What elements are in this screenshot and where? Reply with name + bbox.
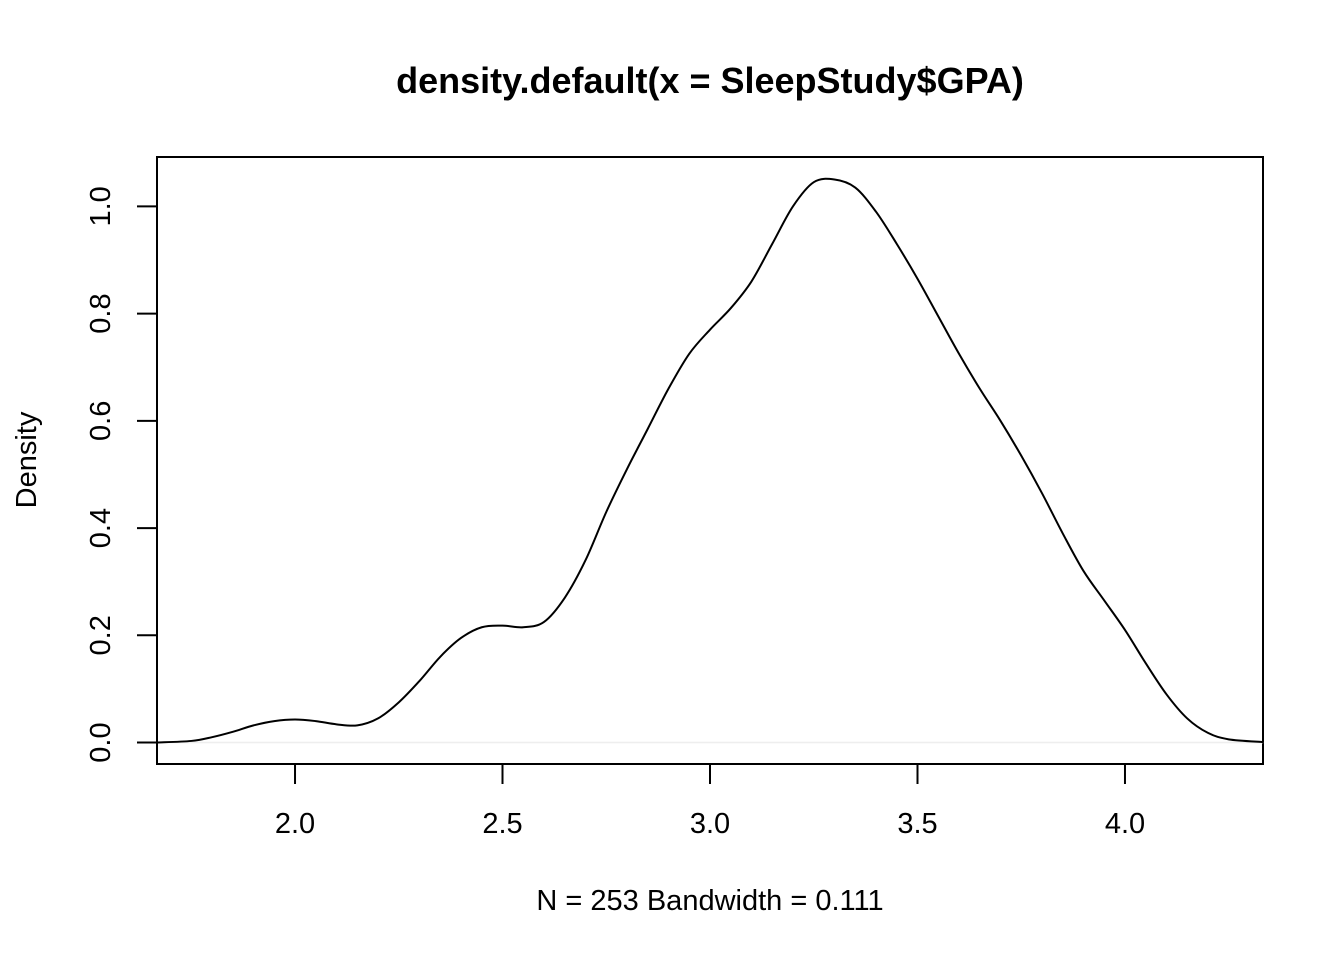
y-tick-label: 0.4 — [85, 508, 117, 548]
y-axis: 0.0 0.2 0.4 0.6 0.8 1.0 — [85, 186, 158, 763]
chart-title: density.default(x = SleepStudy$GPA) — [396, 60, 1024, 101]
plot-frame — [156, 156, 1264, 765]
x-tick-label: 3.0 — [690, 808, 730, 840]
x-tick-label: 3.5 — [897, 808, 937, 840]
y-tick-label: 0.2 — [85, 615, 117, 655]
y-tick-label: 0.6 — [85, 401, 117, 441]
x-axis: 2.0 2.5 3.0 3.5 4.0 — [275, 763, 1145, 840]
x-tick-label: 2.5 — [482, 808, 522, 840]
density-curve — [156, 177, 1264, 744]
x-tick-label: 4.0 — [1105, 808, 1145, 840]
y-tick-label: 0.0 — [85, 722, 117, 762]
x-axis-label: N = 253 Bandwidth = 0.111 — [536, 885, 883, 917]
x-tick-label: 2.0 — [275, 808, 315, 840]
y-tick-label: 0.8 — [85, 293, 117, 333]
y-axis-label: Density — [11, 411, 43, 508]
y-tick-label: 1.0 — [85, 186, 117, 226]
